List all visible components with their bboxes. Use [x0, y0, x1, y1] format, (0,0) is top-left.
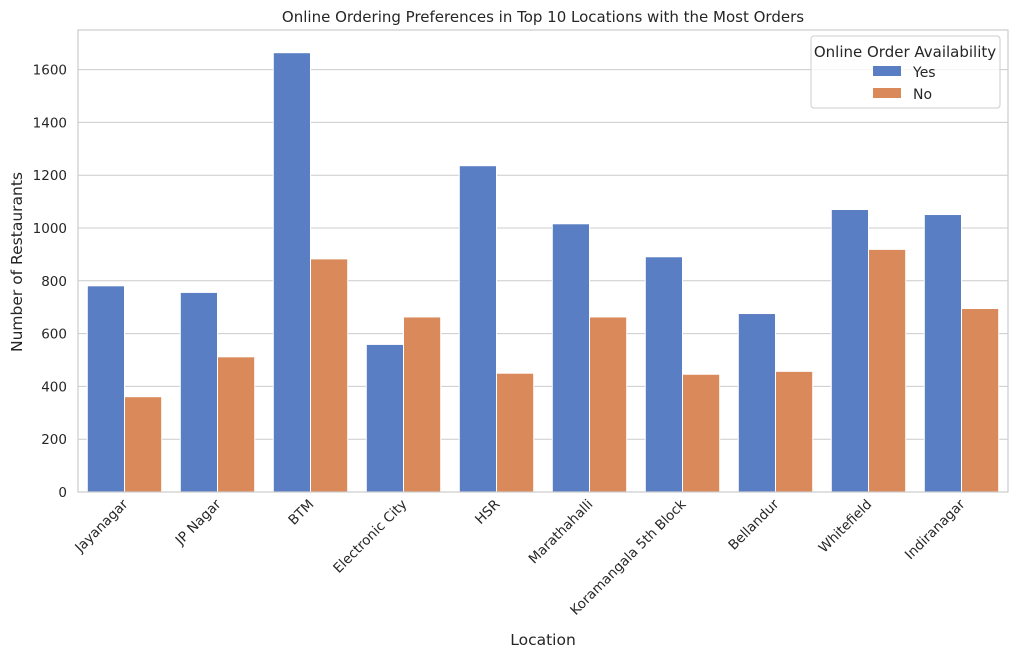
- bar-layer: [86, 52, 1000, 493]
- y-tick-label: 800: [41, 274, 67, 290]
- bar-no: [217, 356, 256, 493]
- bar-yes: [923, 214, 962, 493]
- bar-no: [868, 248, 907, 493]
- bar-yes: [644, 256, 683, 493]
- axes-frame: [77, 29, 1009, 493]
- bar-no: [775, 370, 814, 493]
- bar-yes: [272, 52, 311, 493]
- x-axis-label: Location: [510, 631, 576, 649]
- bar-no: [124, 396, 163, 493]
- bar-yes: [830, 209, 869, 493]
- legend-label-no: No: [913, 87, 932, 103]
- bar-no: [403, 316, 442, 493]
- legend: Online Order Availability Yes No: [810, 35, 1001, 109]
- bar-yes: [458, 165, 497, 493]
- bar-yes: [551, 223, 590, 493]
- y-tick-label: 600: [41, 327, 67, 343]
- legend-label-yes: Yes: [912, 65, 936, 81]
- legend-swatch-no: [873, 88, 901, 98]
- bar-yes: [365, 343, 404, 493]
- y-tick-label: 0: [58, 485, 67, 501]
- bar-no: [310, 258, 349, 493]
- bar-yes: [86, 285, 126, 493]
- axes-border: [77, 29, 1009, 493]
- bar-yes: [179, 291, 219, 493]
- bar-no: [961, 308, 1000, 493]
- y-tick-label: 200: [41, 432, 67, 448]
- y-tick-label: 1200: [33, 168, 67, 184]
- y-tick-label: 1000: [33, 221, 67, 237]
- bar-no: [589, 316, 628, 493]
- y-axis-label: Number of Restaurants: [8, 172, 26, 352]
- chart-title: Online Ordering Preferences in Top 10 Lo…: [282, 8, 804, 26]
- y-tick-label: 400: [41, 379, 67, 395]
- y-tick-label: 1400: [33, 115, 67, 131]
- y-tick-label: 1600: [33, 63, 67, 79]
- bar-no: [496, 372, 535, 493]
- legend-title: Online Order Availability: [814, 43, 996, 61]
- legend-swatch-yes: [873, 66, 901, 76]
- bar-yes: [737, 313, 776, 493]
- bar-no: [682, 373, 721, 493]
- legend-box: [810, 35, 1001, 109]
